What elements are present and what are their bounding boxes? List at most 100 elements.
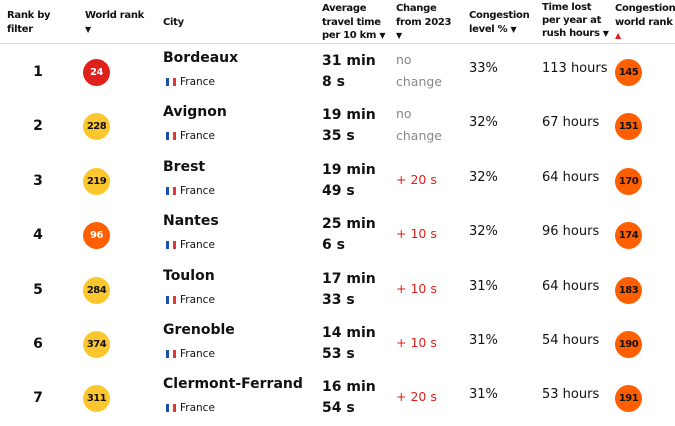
congestion-world-rank-badge: 145 <box>615 59 642 86</box>
header-congestion-world-rank[interactable]: Congestion world rank ▲ <box>615 2 675 43</box>
table-row[interactable]: 1 24 Bordeaux France 31 min 8 s no chang… <box>0 45 675 100</box>
france-flag-icon <box>166 295 176 304</box>
city-name[interactable]: Avignon <box>163 104 227 121</box>
header-text: rush hours <box>542 28 600 39</box>
sort-down-icon: ▼ <box>602 29 609 38</box>
country: France <box>166 239 215 251</box>
header-rank-by-filter[interactable]: Rank by filter <box>7 9 51 36</box>
rank-by-filter: 7 <box>33 390 43 407</box>
change-from-2023: + 10 s <box>396 335 437 350</box>
avg-travel-time: 31 min 8 s <box>322 53 376 90</box>
header-text: from 2023 <box>396 16 452 28</box>
change-from-2023: no change <box>396 106 443 144</box>
france-flag-icon <box>166 186 176 195</box>
world-rank-badge: 24 <box>83 59 110 86</box>
congestion-level: 32% <box>469 169 498 185</box>
france-flag-icon <box>166 241 176 250</box>
rank-by-filter: 4 <box>33 227 43 244</box>
country: France <box>166 130 215 142</box>
congestion-world-rank-badge: 190 <box>615 331 642 358</box>
country-name: France <box>180 130 215 143</box>
header-avg-travel-time[interactable]: Average travel time per 10 km ▼ <box>322 2 385 43</box>
sort-down-icon: ▼ <box>85 24 91 34</box>
rank-by-filter: 5 <box>33 281 43 298</box>
header-text: per 10 km <box>322 30 377 41</box>
country-name: France <box>180 402 215 415</box>
country: France <box>166 76 215 88</box>
france-flag-icon <box>166 350 176 358</box>
country-name: France <box>180 348 215 360</box>
table-row[interactable]: 2 228 Avignon France 19 min 35 s no chan… <box>0 99 675 154</box>
sort-down-icon: ▼ <box>396 31 402 40</box>
time-lost: 54 hours <box>542 333 600 348</box>
header-change[interactable]: Change from 2023 ▼ <box>396 2 451 43</box>
world-rank-badge: 311 <box>83 385 110 413</box>
sort-up-icon: ▲ <box>615 31 621 40</box>
city-name[interactable]: Grenoble <box>163 322 235 338</box>
header-city[interactable]: City <box>163 17 184 28</box>
avg-travel-time: 14 min 53 s <box>322 325 376 362</box>
country-name: France <box>180 76 215 88</box>
city-name[interactable]: Bordeaux <box>163 50 239 66</box>
header-text: per year at <box>542 15 602 26</box>
time-lost: 53 hours <box>542 387 600 403</box>
rank-by-filter: 6 <box>33 336 43 352</box>
congestion-level: 31% <box>469 387 498 403</box>
header-text: Congestion <box>615 3 675 14</box>
congestion-world-rank-badge: 183 <box>615 276 642 304</box>
change-from-2023: + 10 s <box>396 226 437 242</box>
country-name: France <box>180 293 215 306</box>
city-name[interactable]: Brest <box>163 158 206 175</box>
sort-down-icon: ▼ <box>510 24 517 34</box>
header-text: travel time <box>322 16 381 28</box>
table-row[interactable]: 3 219 Brest France 19 min 49 s + 20 s 32… <box>0 154 675 209</box>
rank-by-filter: 3 <box>33 172 43 189</box>
congestion-level: 31% <box>469 333 498 348</box>
country: France <box>166 402 215 414</box>
country: France <box>166 348 215 360</box>
table-row[interactable]: 7 311 Clermont-Ferrand France 16 min 54 … <box>0 371 675 426</box>
change-from-2023: + 20 s <box>396 171 437 187</box>
header-text: level % <box>469 23 508 35</box>
table-row[interactable]: 5 284 Toulon France 17 min 33 s + 10 s 3… <box>0 263 675 318</box>
time-lost: 113 hours <box>542 61 608 76</box>
time-lost: 67 hours <box>542 115 600 131</box>
country-name: France <box>180 239 215 252</box>
world-rank-badge: 228 <box>83 113 110 141</box>
header-text: Time lost <box>542 2 592 13</box>
avg-travel-time: 19 min 49 s <box>322 161 376 199</box>
time-lost: 64 hours <box>542 169 600 185</box>
header-text: filter <box>7 23 33 35</box>
congestion-world-rank-badge: 151 <box>615 113 642 141</box>
table-header: Rank by filter World rank ▼ City Average tr… <box>0 0 675 44</box>
change-from-2023: + 10 s <box>396 280 437 296</box>
congestion-world-rank-badge: 191 <box>615 385 642 413</box>
country: France <box>166 185 215 197</box>
world-rank-badge: 374 <box>83 331 110 358</box>
city-name[interactable]: Clermont-Ferrand <box>163 376 303 393</box>
avg-travel-time: 16 min 54 s <box>322 379 376 417</box>
time-lost: 96 hours <box>542 224 600 240</box>
time-lost: 64 hours <box>542 278 600 294</box>
congestion-world-rank-badge: 174 <box>615 222 642 250</box>
change-from-2023: no change <box>396 52 443 89</box>
header-text: Congestion <box>469 10 530 21</box>
header-congestion-level[interactable]: Congestion level % ▼ <box>469 9 530 36</box>
congestion-world-rank-badge: 170 <box>615 167 642 195</box>
country: France <box>166 294 215 306</box>
sort-down-icon: ▼ <box>379 31 386 40</box>
header-text: Change <box>396 3 437 14</box>
avg-travel-time: 25 min 6 s <box>322 216 376 254</box>
city-name[interactable]: Nantes <box>163 213 219 230</box>
avg-travel-time: 17 min 33 s <box>322 270 376 308</box>
world-rank-badge: 284 <box>83 276 110 304</box>
table-row[interactable]: 4 96 Nantes France 25 min 6 s + 10 s 32%… <box>0 208 675 263</box>
world-rank-badge: 96 <box>83 222 110 250</box>
header-time-lost[interactable]: Time lost per year at rush hours ▼ <box>542 1 609 40</box>
congestion-level: 31% <box>469 278 498 294</box>
header-world-rank[interactable]: World rank ▼ <box>85 9 144 36</box>
table-row[interactable]: 6 374 Grenoble France 14 min 53 s + 10 s… <box>0 317 675 372</box>
header-text: world rank <box>615 16 673 28</box>
france-flag-icon <box>166 404 176 413</box>
city-name[interactable]: Toulon <box>163 267 215 284</box>
